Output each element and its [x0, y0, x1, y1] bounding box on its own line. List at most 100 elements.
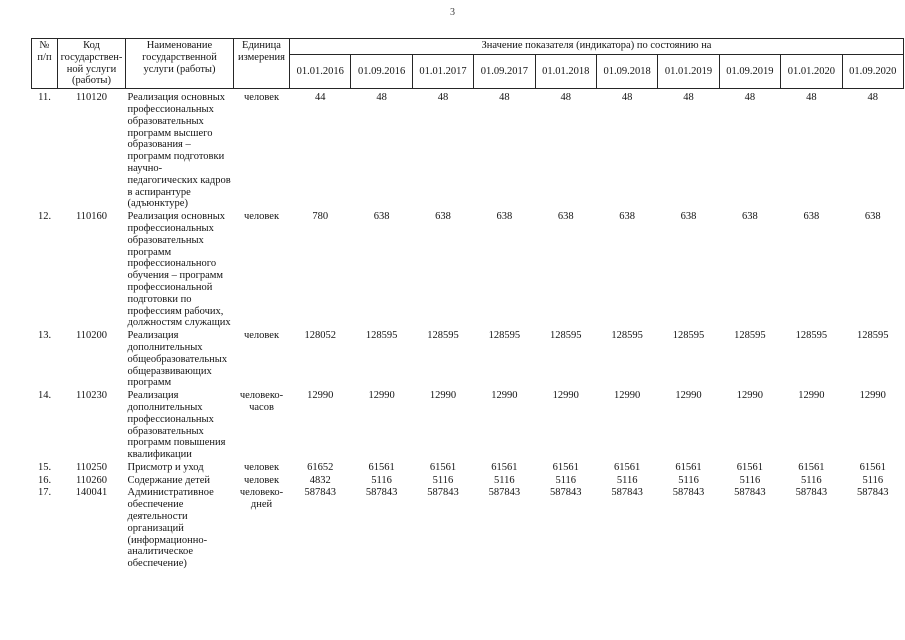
- column-header-date: 01.01.2018: [534, 54, 597, 90]
- value-cell: 5116: [371, 474, 392, 486]
- value-cell: 61561: [368, 461, 395, 473]
- value-cell: 638: [557, 211, 574, 223]
- indicators-table: № п/п Код государствен- ной услуги (работ…: [31, 37, 905, 570]
- value-cell: 5116: [801, 474, 822, 486]
- row-number-cell: 11.: [38, 92, 51, 104]
- row-number-cell: 12.: [37, 211, 52, 223]
- column-header-name: Наименование государственной услуги (раб…: [125, 37, 234, 90]
- column-header-date: 01.09.2019: [718, 54, 782, 90]
- value-cell: 48: [560, 92, 572, 104]
- value-cell: 128595: [611, 330, 643, 342]
- value-cell: 48: [437, 92, 449, 104]
- service-code-cell: 110250: [75, 461, 108, 473]
- value-cell: 128595: [795, 330, 828, 342]
- value-cell: 12990: [736, 390, 764, 402]
- value-cell: 587843: [365, 487, 398, 499]
- value-cell: 61561: [675, 461, 702, 473]
- table-body: 11. 110120 Реализация основных профессиона…: [32, 89, 904, 570]
- value-cell: 128052: [304, 330, 336, 342]
- value-cell: 587843: [857, 487, 889, 499]
- service-name-cell: Присмотр и уход: [127, 461, 204, 473]
- value-cell: 12990: [859, 390, 886, 402]
- table-row: 11. 110120 Реализация основных профессиона…: [32, 89, 904, 210]
- value-cell: 638: [496, 211, 513, 223]
- value-cell: 128595: [488, 330, 521, 342]
- column-header-code: Код государствен- ной услуги (работы): [57, 37, 126, 90]
- column-header-date: 01.09.2016: [350, 54, 413, 90]
- service-name-cell: Реализация дополнительных профессиональн…: [127, 390, 226, 461]
- value-cell: 638: [373, 211, 390, 223]
- service-name-cell: Содержание детей: [127, 474, 211, 486]
- row-number-cell: 17.: [37, 487, 52, 499]
- value-cell: 48: [376, 92, 387, 104]
- service-code-cell: 110120: [75, 92, 108, 104]
- unit-cell: человек: [243, 92, 280, 104]
- column-header-num: № п/п: [31, 37, 58, 90]
- value-cell: 5116: [616, 474, 638, 486]
- table-row: 15. 110250 Присмотр и уход человек 61652 6156…: [32, 461, 904, 474]
- service-name-cell: Реализация основных профессиональных обр…: [127, 92, 231, 210]
- value-cell: 5116: [678, 474, 699, 486]
- value-cell: 48: [867, 92, 879, 104]
- value-cell: 780: [312, 211, 329, 223]
- value-cell: 587843: [734, 487, 766, 499]
- column-header-date: 01.09.2017: [473, 54, 536, 90]
- value-cell: 128595: [857, 330, 889, 342]
- unit-cell: человеко-часов: [239, 390, 284, 413]
- value-cell: 5116: [862, 474, 884, 486]
- value-cell: 12990: [368, 390, 395, 402]
- value-cell: 638: [803, 211, 820, 223]
- value-cell: 12990: [491, 390, 518, 402]
- value-cell: 587843: [427, 487, 459, 499]
- table-row: 14. 110230 Реализация дополнительных профе…: [32, 389, 904, 461]
- row-number-cell: 13.: [37, 330, 52, 342]
- value-cell: 61561: [429, 461, 457, 473]
- value-cell: 61652: [307, 461, 334, 473]
- value-cell: 5116: [555, 474, 577, 486]
- value-cell: 48: [806, 92, 817, 104]
- column-header-date: 01.01.2017: [411, 54, 475, 90]
- value-cell: 61561: [736, 461, 764, 473]
- row-number-cell: 16.: [37, 474, 52, 486]
- unit-cell: человек: [243, 474, 280, 486]
- page-number: 3: [450, 7, 455, 18]
- value-cell: 61561: [859, 461, 886, 473]
- unit-cell: человеко-дней: [239, 487, 284, 511]
- value-cell: 587843: [611, 487, 643, 499]
- value-cell: 128595: [427, 330, 459, 342]
- service-code-cell: 140041: [75, 487, 108, 499]
- unit-cell: человек: [243, 461, 280, 473]
- column-header-unit: Единица измерения: [233, 37, 290, 90]
- value-cell: 12990: [798, 390, 825, 402]
- value-cell: 638: [619, 211, 636, 223]
- value-cell: 12990: [675, 390, 702, 402]
- value-cell: 638: [864, 211, 881, 223]
- value-cell: 587843: [795, 487, 828, 499]
- service-name-cell: Реализация дополнительных общеобразовате…: [127, 330, 228, 389]
- service-code-cell: 110160: [75, 211, 108, 223]
- column-header-values-title: Значение показателя (индикатора) по сост…: [288, 37, 905, 56]
- value-cell: 587843: [550, 487, 582, 499]
- value-cell: 5116: [494, 474, 515, 486]
- table-row: 16. 110260 Содержание детей человек 4832 5116…: [32, 474, 904, 487]
- unit-cell: человек: [243, 330, 280, 342]
- column-header-date: 01.01.2019: [657, 54, 720, 90]
- column-header-date: 01.01.2020: [780, 54, 843, 90]
- value-cell: 12990: [307, 390, 334, 402]
- value-cell: 48: [683, 92, 694, 104]
- value-cell: 128595: [365, 330, 398, 342]
- row-number-cell: 15.: [37, 461, 52, 473]
- table-header: № п/п Код государствен- ной услуги (работ…: [31, 37, 905, 90]
- service-name-cell: Административное обеспечение деятельност…: [127, 487, 214, 570]
- value-cell: 638: [680, 211, 697, 223]
- value-cell: 61561: [614, 461, 641, 473]
- value-cell: 61561: [552, 461, 579, 473]
- table-row: 13. 110200 Реализация дополнительных общео…: [32, 329, 904, 389]
- value-cell: 638: [435, 211, 451, 223]
- service-code-cell: 110230: [75, 390, 108, 402]
- value-cell: 587843: [672, 487, 705, 499]
- value-cell: 12990: [614, 390, 641, 402]
- value-cell: 12990: [429, 390, 457, 402]
- unit-cell: человек: [243, 211, 280, 223]
